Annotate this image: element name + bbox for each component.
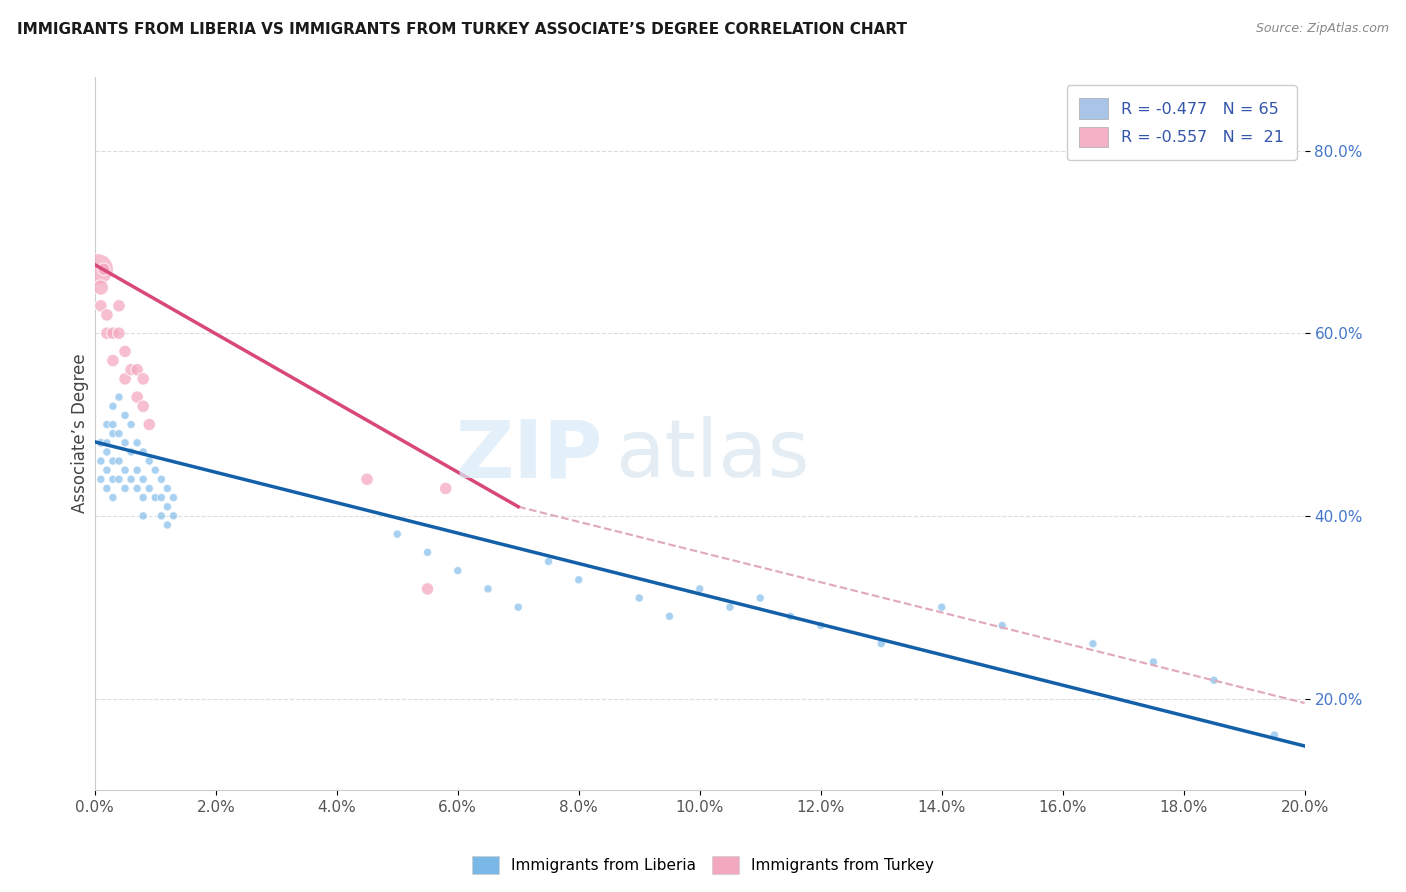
Point bbox=[96, 482, 118, 496]
Point bbox=[447, 564, 470, 578]
Point bbox=[101, 417, 124, 432]
Point bbox=[108, 472, 131, 486]
Point bbox=[156, 500, 179, 514]
Point bbox=[108, 390, 131, 404]
Point bbox=[162, 508, 184, 523]
Point bbox=[108, 454, 131, 468]
Point bbox=[416, 545, 439, 559]
Point bbox=[101, 326, 124, 341]
Point bbox=[150, 491, 173, 505]
Point bbox=[114, 372, 136, 386]
Point bbox=[96, 326, 118, 341]
Text: ZIP: ZIP bbox=[456, 416, 603, 494]
Point bbox=[120, 472, 142, 486]
Point bbox=[87, 262, 110, 277]
Point bbox=[101, 454, 124, 468]
Point bbox=[150, 508, 173, 523]
Point bbox=[132, 372, 155, 386]
Point bbox=[108, 426, 131, 441]
Point bbox=[537, 554, 560, 568]
Point bbox=[90, 472, 112, 486]
Point bbox=[114, 344, 136, 359]
Point bbox=[132, 491, 155, 505]
Point bbox=[127, 435, 149, 450]
Point bbox=[120, 417, 142, 432]
Point bbox=[1081, 637, 1104, 651]
Point bbox=[108, 326, 131, 341]
Point bbox=[356, 472, 378, 486]
Point bbox=[870, 637, 893, 651]
Point bbox=[1142, 655, 1164, 669]
Point bbox=[1263, 728, 1285, 742]
Point bbox=[90, 280, 112, 294]
Point bbox=[132, 472, 155, 486]
Point bbox=[156, 482, 179, 496]
Point bbox=[416, 582, 439, 596]
Point bbox=[387, 527, 409, 541]
Point bbox=[150, 472, 173, 486]
Point bbox=[114, 409, 136, 423]
Point bbox=[628, 591, 651, 605]
Point bbox=[156, 518, 179, 533]
Point bbox=[114, 435, 136, 450]
Point bbox=[101, 353, 124, 368]
Point bbox=[108, 299, 131, 313]
Point bbox=[96, 435, 118, 450]
Point bbox=[96, 308, 118, 322]
Point bbox=[568, 573, 591, 587]
Point bbox=[162, 491, 184, 505]
Point bbox=[101, 472, 124, 486]
Point bbox=[718, 600, 741, 615]
Point bbox=[96, 445, 118, 459]
Point bbox=[96, 463, 118, 477]
Point bbox=[132, 508, 155, 523]
Point bbox=[931, 600, 953, 615]
Point bbox=[1202, 673, 1225, 688]
Point bbox=[101, 491, 124, 505]
Point bbox=[143, 491, 166, 505]
Point bbox=[689, 582, 711, 596]
Point bbox=[90, 299, 112, 313]
Point bbox=[96, 417, 118, 432]
Point bbox=[114, 482, 136, 496]
Point bbox=[991, 618, 1014, 632]
Text: atlas: atlas bbox=[614, 416, 810, 494]
Point bbox=[749, 591, 772, 605]
Point bbox=[120, 362, 142, 376]
Point bbox=[120, 445, 142, 459]
Point bbox=[127, 362, 149, 376]
Point bbox=[101, 426, 124, 441]
Point bbox=[93, 262, 115, 277]
Y-axis label: Associate’s Degree: Associate’s Degree bbox=[72, 354, 89, 514]
Point bbox=[477, 582, 499, 596]
Point bbox=[138, 454, 160, 468]
Text: Source: ZipAtlas.com: Source: ZipAtlas.com bbox=[1256, 22, 1389, 36]
Text: IMMIGRANTS FROM LIBERIA VS IMMIGRANTS FROM TURKEY ASSOCIATE’S DEGREE CORRELATION: IMMIGRANTS FROM LIBERIA VS IMMIGRANTS FR… bbox=[17, 22, 907, 37]
Point bbox=[127, 482, 149, 496]
Point bbox=[101, 399, 124, 413]
Point bbox=[143, 463, 166, 477]
Point bbox=[114, 463, 136, 477]
Point bbox=[810, 618, 832, 632]
Point bbox=[90, 435, 112, 450]
Legend: Immigrants from Liberia, Immigrants from Turkey: Immigrants from Liberia, Immigrants from… bbox=[465, 850, 941, 880]
Point bbox=[434, 482, 457, 496]
Point bbox=[138, 417, 160, 432]
Point bbox=[132, 399, 155, 413]
Point bbox=[90, 454, 112, 468]
Point bbox=[127, 390, 149, 404]
Legend: R = -0.477   N = 65, R = -0.557   N =  21: R = -0.477 N = 65, R = -0.557 N = 21 bbox=[1067, 86, 1296, 160]
Point bbox=[779, 609, 801, 624]
Point bbox=[127, 463, 149, 477]
Point bbox=[658, 609, 681, 624]
Point bbox=[508, 600, 530, 615]
Point bbox=[138, 482, 160, 496]
Point bbox=[132, 445, 155, 459]
